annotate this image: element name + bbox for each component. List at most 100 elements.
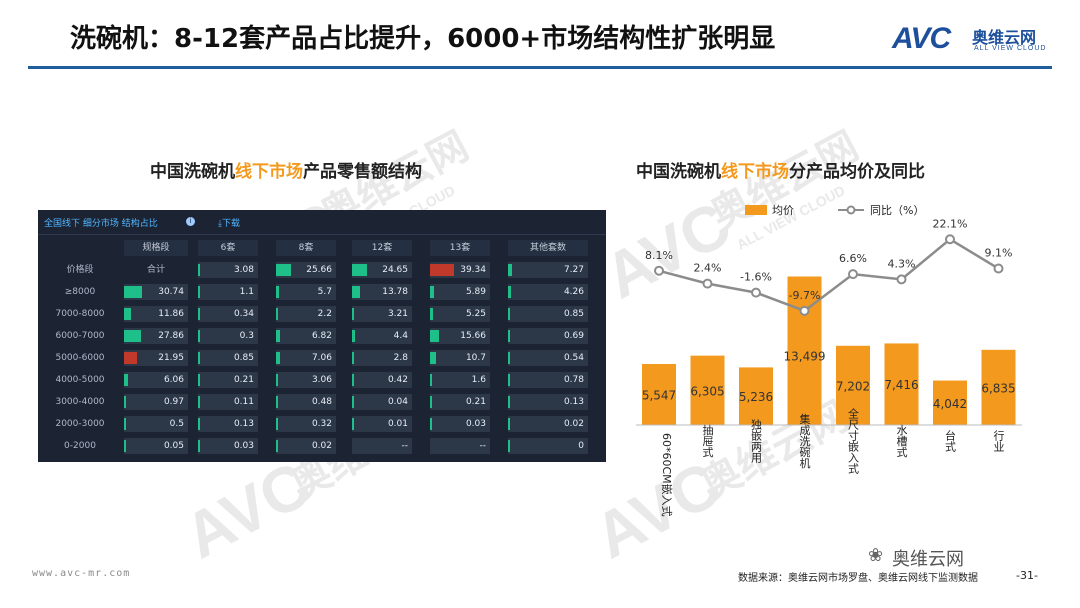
row-label: 5000-6000 <box>55 353 105 363</box>
table-cell: 13.78 <box>352 284 412 300</box>
yoy-point <box>702 278 713 289</box>
legend-swatch-bar <box>745 205 767 215</box>
table-cell: 0.04 <box>352 394 412 410</box>
bar-mark <box>739 367 773 425</box>
cell-bar <box>198 330 200 342</box>
bar-mark <box>690 355 725 425</box>
cell-bar <box>430 418 432 430</box>
slide-title: 洗碗机：8-12套产品占比提升，6000+市场结构性扩张明显 <box>70 24 776 54</box>
table-cell: 0.13 <box>508 394 588 410</box>
website-url: www.avc-mr.com <box>32 568 131 579</box>
bar-data-label: 4,042 <box>933 397 967 411</box>
cell-bar <box>276 264 292 276</box>
yoy-point <box>654 265 664 276</box>
panel-breadcrumb[interactable]: 全国线下 细分市场 结构占比 <box>44 219 158 229</box>
yoy-data-label: -9.7% <box>789 289 821 302</box>
column-header[interactable]: 6套 <box>198 240 258 256</box>
cell-bar <box>430 330 440 342</box>
right-title-highlight: 线下市场 <box>721 162 789 182</box>
right-title-post: 分产品均价及同比 <box>789 162 925 182</box>
table-cell: 0.97 <box>124 394 188 410</box>
table-cell: 3.08 <box>198 262 258 278</box>
cell-bar <box>352 418 354 430</box>
bar-data-label: 5,236 <box>739 390 773 404</box>
table-cell: 0.85 <box>508 306 588 322</box>
category-label: 集成洗碗机 <box>798 412 811 468</box>
table-cell: 0.01 <box>352 416 412 432</box>
cell-bar <box>352 396 354 408</box>
data-source: 数据来源：奥维云网市场罗盘、奥维云网线下监测数据 <box>738 573 978 584</box>
table-cell: 15.66 <box>430 328 490 344</box>
avc-logo: AVC 奥维云网 ALL VIEW CLOUD <box>892 22 1062 58</box>
table-cell: 0.21 <box>198 372 258 388</box>
table-cell: 30.74 <box>124 284 188 300</box>
bar-data-label: 5,547 <box>642 388 676 402</box>
table-cell: 0.02 <box>276 438 336 454</box>
table-cell: 0.32 <box>276 416 336 432</box>
info-icon[interactable]: i <box>186 217 195 226</box>
table-cell: 6.82 <box>276 328 336 344</box>
table-cell: 0.3 <box>198 328 258 344</box>
table-cell: 0.34 <box>198 306 258 322</box>
column-header[interactable]: 8套 <box>276 240 336 256</box>
cell-bar <box>430 352 437 364</box>
table-cell: 3.21 <box>352 306 412 322</box>
cell-bar <box>198 264 200 276</box>
cell-bar <box>124 330 141 342</box>
structure-table-panel: 全国线下 细分市场 结构占比 i ⤓下载 规格段 6套 8套 12套 13套 其他套数价格… <box>38 210 606 462</box>
table-cell: 25.66 <box>276 262 336 278</box>
cell-bar <box>124 308 132 320</box>
panel-toolbar: 全国线下 细分市场 结构占比 i ⤓下载 <box>38 210 606 235</box>
cell-bar <box>276 330 281 342</box>
yoy-data-label: 22.1% <box>933 217 968 230</box>
total-label: 合计 <box>146 265 165 275</box>
left-title-pre: 中国洗碗机 <box>150 162 235 182</box>
table-cell: 5.89 <box>430 284 490 300</box>
cell-bar <box>276 308 278 320</box>
row-label: 7000-8000 <box>55 309 105 319</box>
row-label: 0-2000 <box>64 441 96 451</box>
cell-bar <box>508 264 513 276</box>
yoy-data-label: 4.3% <box>888 257 916 270</box>
price-yoy-chart: 均价 同比（%） 5,547 6,305 5,236 13,499 7,202 7,416 4,… <box>636 204 1022 517</box>
table-cell: 7.27 <box>508 262 588 278</box>
row-header-label: 价格段 <box>66 265 94 275</box>
cell-bar <box>352 264 367 276</box>
bar-data-label: 13,499 <box>784 350 826 364</box>
bar-data-label: 6,835 <box>981 381 1015 395</box>
yoy-point <box>848 269 858 280</box>
cell-bar <box>276 418 278 430</box>
wechat-account: 奥维云网 <box>892 549 964 570</box>
logo-avc-text: AVC <box>892 22 951 55</box>
table-cell: 0.03 <box>430 416 490 432</box>
table-cell: -- <box>430 438 490 454</box>
row-label: 4000-5000 <box>55 375 105 385</box>
column-header[interactable]: 12套 <box>352 240 412 256</box>
yoy-point <box>993 263 1004 274</box>
table-cell: 0.42 <box>352 372 412 388</box>
table-cell: 27.86 <box>124 328 188 344</box>
cell-bar <box>198 286 200 298</box>
table-cell: 0.85 <box>198 350 258 366</box>
right-title-pre: 中国洗碗机 <box>636 162 721 182</box>
table-cell: -- <box>352 438 412 454</box>
cell-bar <box>276 440 278 452</box>
right-section-title: 中国洗碗机线下市场分产品均价及同比 <box>636 157 925 182</box>
download-button[interactable]: ⤓下载 <box>218 219 240 229</box>
yoy-line <box>658 237 1000 313</box>
column-header[interactable]: 规格段 <box>124 240 188 256</box>
cell-bar <box>124 374 128 386</box>
wechat-icon: ❀ <box>868 545 884 566</box>
row-label: 2000-3000 <box>55 419 105 429</box>
bar-data-label: 7,416 <box>884 378 918 392</box>
table-cell: 0 <box>508 438 588 454</box>
table-cell: 5.7 <box>276 284 336 300</box>
left-title-highlight: 线下市场 <box>235 162 303 182</box>
bar-data-label: 6,305 <box>690 384 724 398</box>
column-header[interactable]: 13套 <box>430 240 490 256</box>
cell-bar <box>276 374 278 386</box>
cell-bar <box>198 418 200 430</box>
column-header[interactable]: 其他套数 <box>508 240 588 256</box>
cell-bar <box>430 396 432 408</box>
table-cell: 0.69 <box>508 328 588 344</box>
